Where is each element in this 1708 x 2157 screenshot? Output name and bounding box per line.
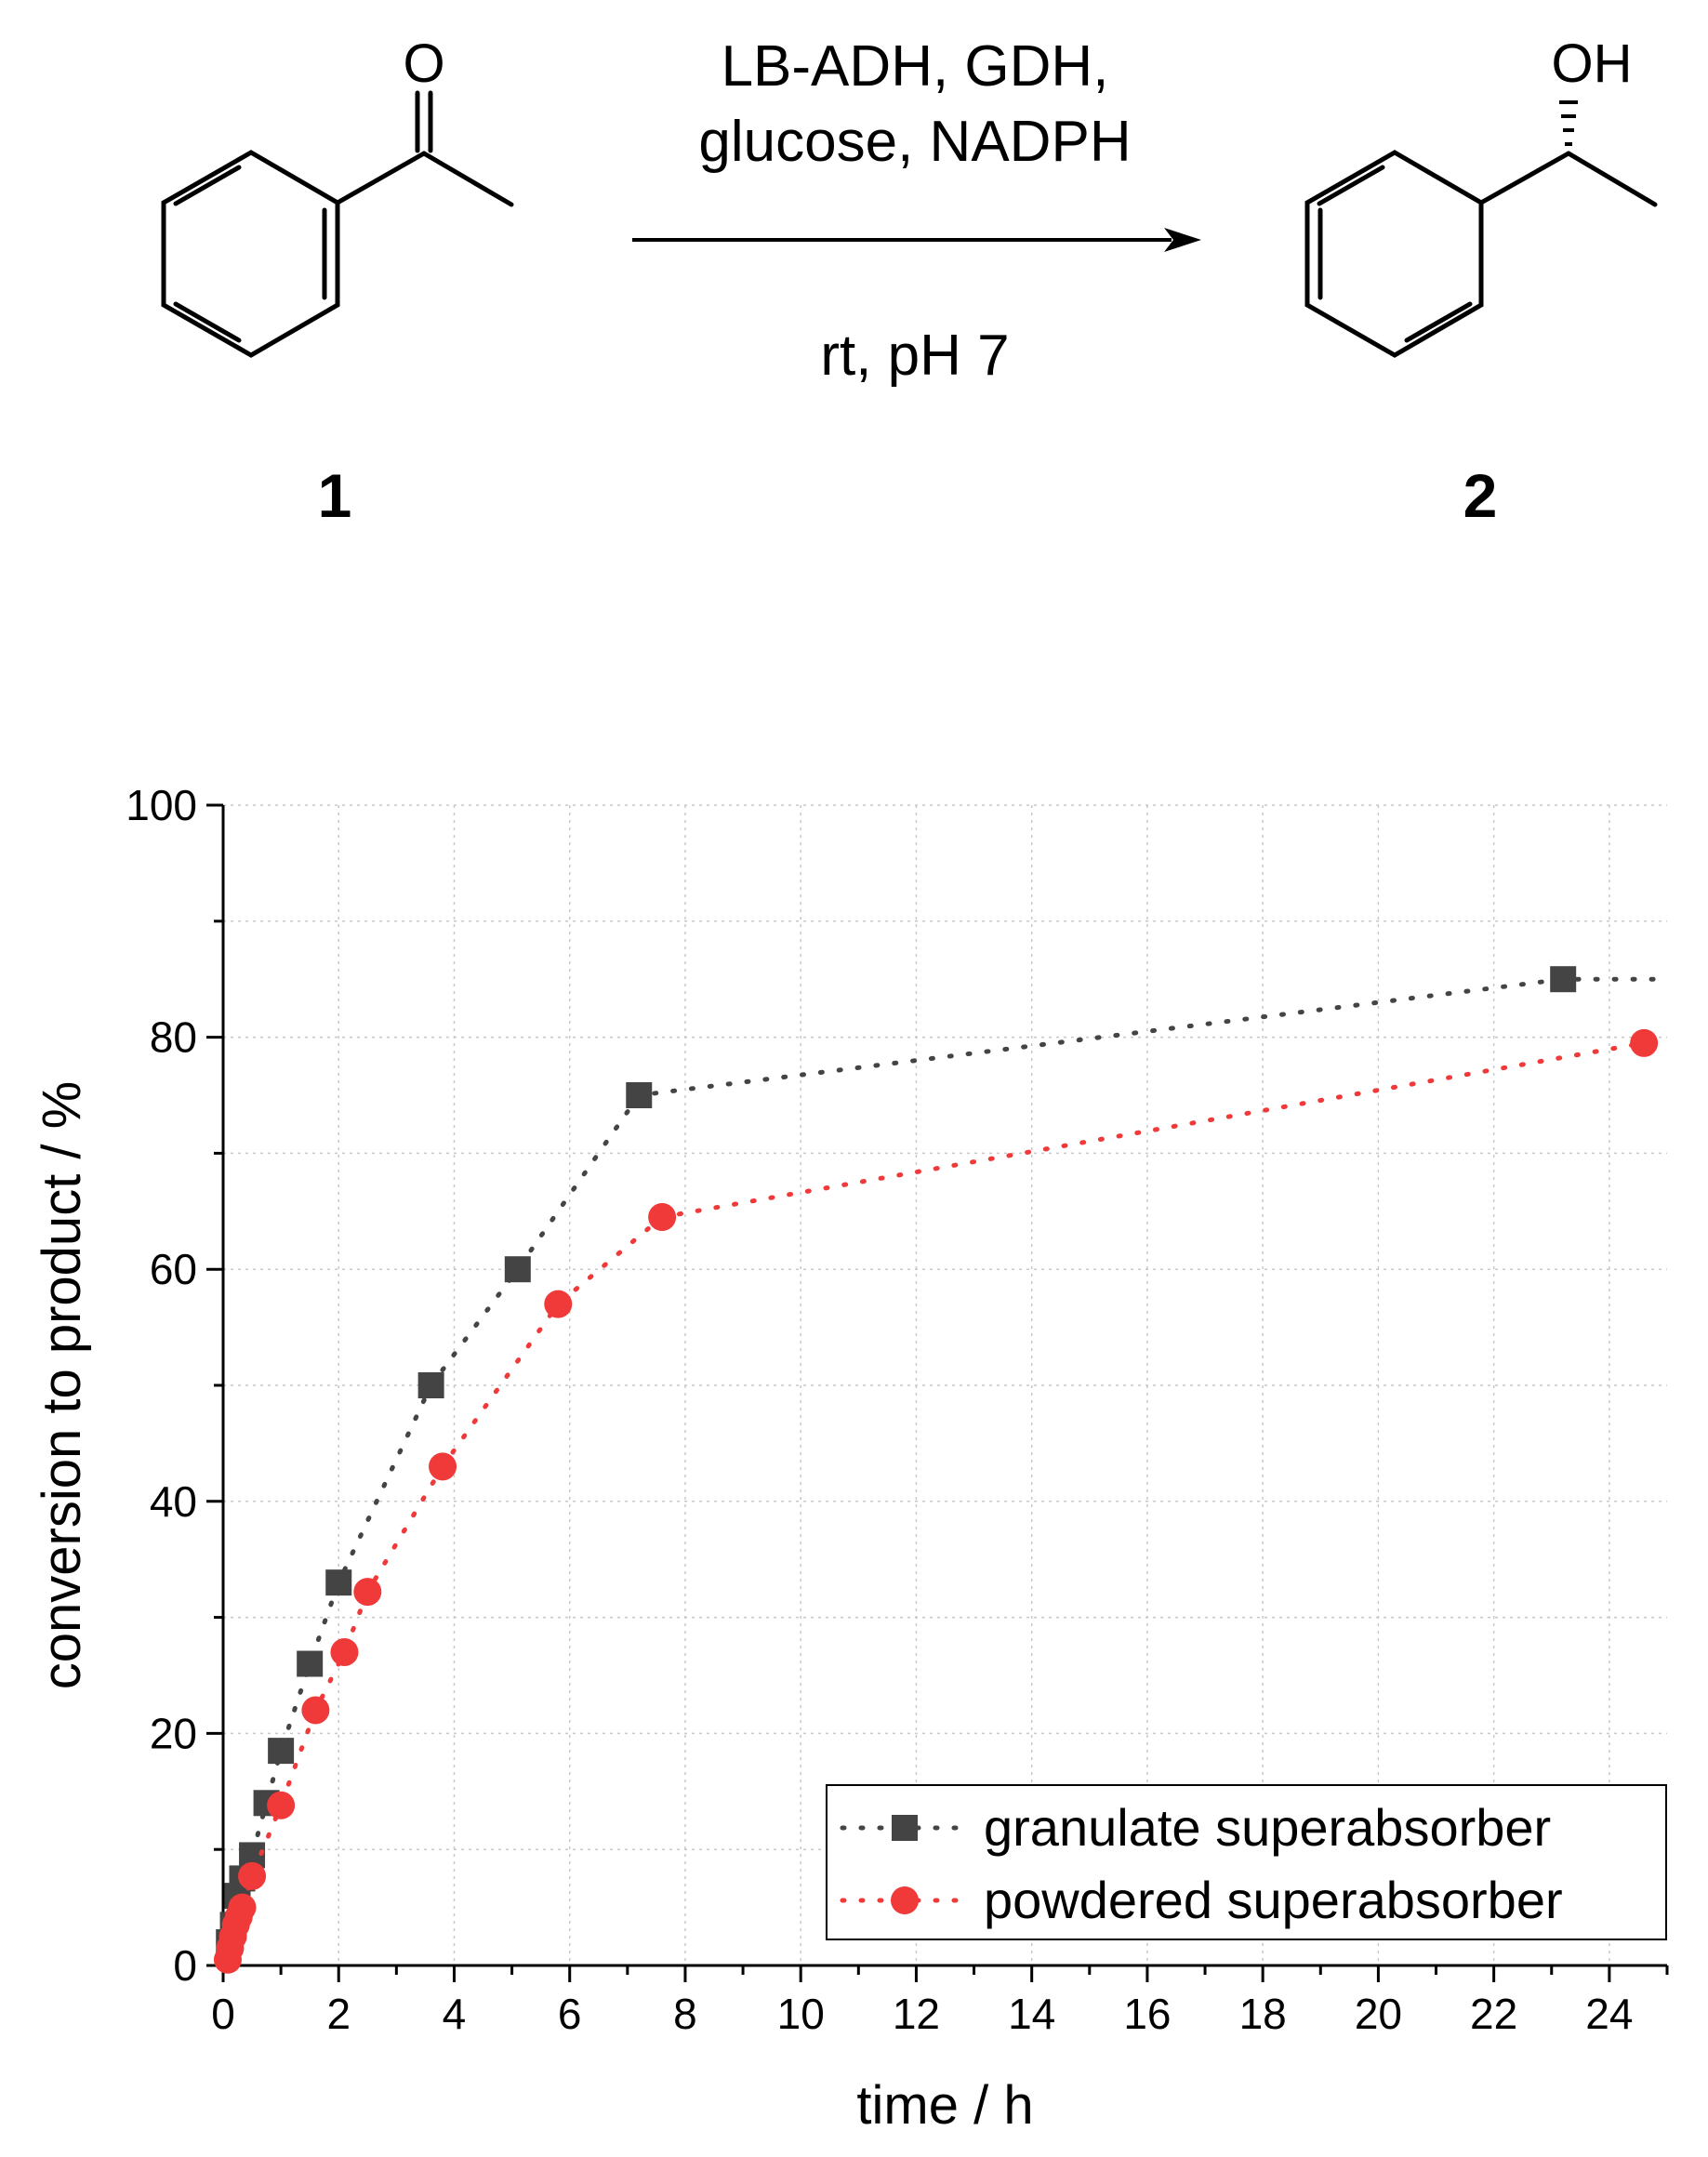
legend-marker-circle: [891, 1886, 919, 1914]
powdered-data-point: [267, 1791, 296, 1820]
product-bond-carbinol-methyl: [1566, 151, 1658, 207]
powdered-data-point: [429, 1452, 457, 1481]
x-tick-label: 4: [443, 1990, 467, 2038]
series-line-powdered: [225, 1040, 1647, 1963]
y-axis-label: conversion to product / %: [32, 1081, 92, 1689]
x-tick-label: 0: [211, 1990, 235, 2038]
reactant-ring-double-bond-3: [173, 165, 242, 206]
granulate-data-point: [268, 1738, 295, 1765]
granulate-data-point: [504, 1256, 531, 1283]
x-tick-label: 22: [1470, 1990, 1517, 2038]
legend-box: [826, 1784, 1667, 1940]
conditions-below: rt, pH 7: [820, 324, 1009, 388]
x-tick-label: 10: [777, 1990, 825, 2038]
reactant-compound-number: 1: [318, 461, 352, 530]
powdered-data-point: [330, 1638, 359, 1667]
x-tick-label: 14: [1008, 1990, 1055, 2038]
y-tick-label: 20: [150, 1709, 197, 1757]
y-tick-label: 60: [150, 1245, 197, 1293]
x-tick-label: 24: [1585, 1990, 1633, 2038]
product-bond-ring-carbinol: [1478, 151, 1571, 205]
powdered-data-point: [648, 1203, 677, 1232]
legend: granulate superabsorber powdered superabs…: [826, 1784, 1667, 1940]
powdered-data-point: [544, 1290, 573, 1318]
x-tick-label: 8: [673, 1990, 697, 2038]
x-tick-label: 2: [326, 1990, 351, 2038]
product-benzene-ring: [1304, 150, 1484, 358]
granulate-data-point: [417, 1372, 444, 1398]
powdered-data-point: [301, 1696, 330, 1725]
y-tick-label: 40: [150, 1477, 197, 1526]
x-tick-label: 16: [1123, 1990, 1171, 2038]
product-hashed-wedge-bond: [1559, 100, 1578, 146]
legend-marker-square: [892, 1815, 918, 1841]
powdered-data-point: [353, 1578, 382, 1607]
powdered-data-point: [1630, 1028, 1659, 1057]
y-tick-label: 80: [150, 1013, 197, 1062]
powdered-data-point: [238, 1861, 267, 1890]
conditions-above-line-2: glucose, NADPH: [698, 110, 1131, 174]
x-tick-label: 6: [558, 1990, 582, 2038]
powdered-data-point: [228, 1893, 257, 1922]
product-hydroxyl-group: OH: [1552, 33, 1633, 94]
legend-label-granulate: granulate superabsorber: [984, 1798, 1551, 1857]
series-line-granulate: [226, 976, 1670, 1945]
conditions-above-line-1: LB-ADH, GDH,: [722, 34, 1109, 99]
reactant-bond-ring-carbonyl: [335, 151, 427, 205]
reactant-bond-carbonyl-methyl: [421, 151, 514, 207]
x-tick-label: 18: [1239, 1990, 1287, 2038]
reactant-ring-double-bond-2: [173, 301, 242, 343]
legend-label-powdered: powdered superabsorber: [984, 1871, 1563, 1929]
y-tick-label: 100: [126, 781, 197, 829]
granulate-data-point: [325, 1569, 352, 1596]
reactant-benzene-ring: [161, 150, 340, 358]
reaction-arrow-head: [1164, 228, 1201, 252]
x-axis-label: time / h: [856, 2075, 1033, 2136]
granulate-data-point: [626, 1082, 653, 1108]
product-ring-double-bond-3: [1317, 165, 1385, 206]
granulate-data-point: [1550, 966, 1577, 993]
reactant-oxygen-atom: O: [403, 33, 444, 94]
product-compound-number: 2: [1463, 461, 1498, 530]
x-tick-label: 20: [1355, 1990, 1402, 2038]
reaction-scheme: [161, 90, 1658, 358]
product-ring-double-bond-2: [1404, 301, 1473, 343]
y-tick-label: 0: [173, 1941, 197, 1990]
granulate-data-point: [297, 1650, 324, 1677]
x-tick-label: 12: [893, 1990, 940, 2038]
